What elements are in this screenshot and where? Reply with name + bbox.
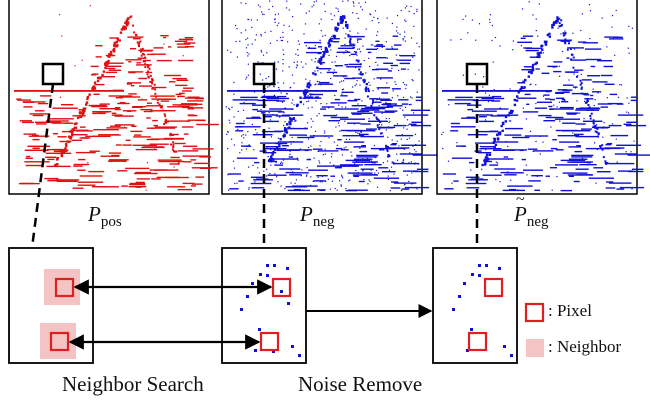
caption-neighbor-search: Neighbor Search <box>62 372 204 396</box>
event-dots-neg-denoised <box>452 264 513 357</box>
caption-noise-remove: Noise Remove <box>298 372 423 396</box>
pixel-box-neg-1 <box>271 277 292 298</box>
legend-neighbor-swatch <box>526 339 544 357</box>
legend-neighbor-label: : Neighbor <box>548 337 622 356</box>
pixel-box-pos-2 <box>49 331 70 352</box>
event-scatter-neg-denoised <box>441 1 650 192</box>
pixel-box-neg-2 <box>259 331 280 352</box>
pixel-box-den-2 <box>467 331 488 352</box>
label-p-neg: Pneg <box>300 202 335 231</box>
event-scatter-pos <box>14 5 219 191</box>
event-dots-neg <box>240 264 301 357</box>
event-scatter-neg <box>225 0 438 192</box>
dashed-connector-pos <box>30 83 55 249</box>
neighbor-region-1 <box>44 269 80 305</box>
pixel-box-pos-1 <box>54 277 75 298</box>
label-p-neg-denoised: ~ Pneg <box>514 191 549 231</box>
label-p-pos: Ppos <box>88 202 122 231</box>
legend-pixel-label: : Pixel <box>548 301 592 320</box>
legend-pixel-swatch <box>524 302 545 323</box>
zoom-panel-neg-denoised <box>432 247 518 364</box>
tilde-accent: ~ <box>516 191 525 208</box>
pixel-box-den-1 <box>483 277 504 298</box>
